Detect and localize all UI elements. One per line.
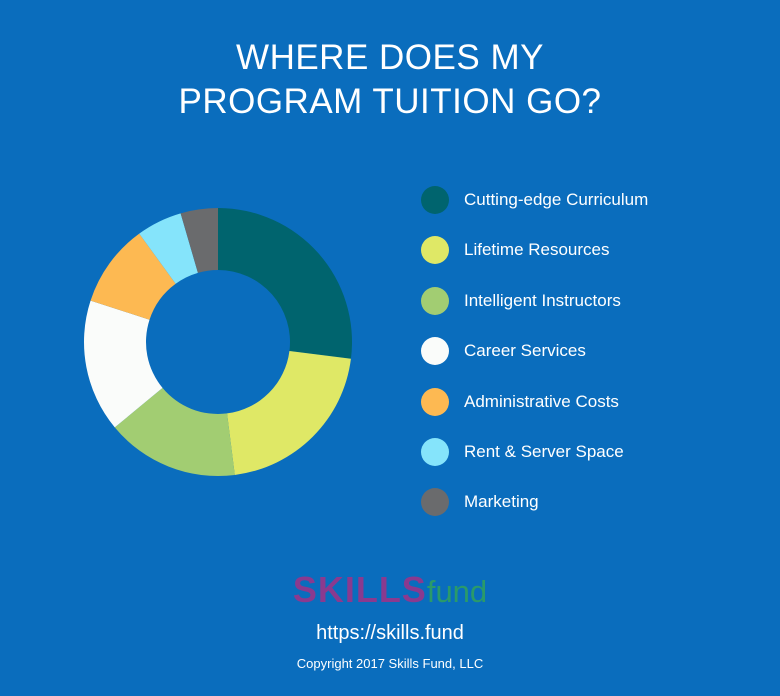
donut-chart — [84, 208, 352, 476]
legend-swatch — [421, 286, 449, 315]
website-url[interactable]: https://skills.fund — [316, 622, 464, 644]
donut-slice-1 — [218, 208, 352, 359]
legend-swatch — [421, 236, 449, 265]
legend-swatch — [421, 437, 449, 466]
logo-skills-text: SKILLS — [292, 569, 427, 610]
donut-slice-2 — [227, 351, 351, 475]
donut-slice-4 — [84, 300, 163, 428]
skills-fund-logo: SKILLSfund — [0, 568, 780, 614]
title-line-2: PROGRAM TUITION GO? — [178, 82, 602, 121]
legend-item: Lifetime Resources — [421, 236, 648, 265]
legend-item: Cutting-edge Curriculum — [421, 186, 648, 214]
legend-label: Cutting-edge Curriculum — [464, 190, 649, 209]
donut-slice-5 — [90, 233, 176, 320]
legend-item: Rent & Server Space — [421, 437, 648, 466]
legend-label: Marketing — [464, 492, 539, 512]
legend-label: Career Services — [464, 341, 586, 361]
legend-swatch — [421, 488, 449, 517]
donut-slice-6 — [139, 213, 198, 284]
legend-label: Administrative Costs — [464, 391, 619, 411]
donut-slice-3 — [114, 387, 235, 476]
legend-item: Intelligent Instructors — [421, 286, 648, 315]
legend-label: Lifetime Resources — [464, 240, 610, 260]
legend-swatch — [421, 186, 449, 214]
legend-swatch — [421, 387, 449, 416]
legend-label: Rent & Server Space — [464, 441, 624, 461]
legend-label: Intelligent Instructors — [464, 290, 621, 310]
logo-fund-text: fund — [426, 574, 488, 609]
legend-swatch — [421, 337, 449, 366]
legend-item: Administrative Costs — [421, 387, 648, 416]
title-line-1: WHERE DOES MY — [236, 38, 544, 77]
legend-item: Marketing — [421, 488, 648, 517]
page-title: WHERE DOES MY PROGRAM TUITION GO? — [0, 36, 780, 124]
chart-legend: Cutting-edge Curriculum Lifetime Resource… — [421, 186, 648, 539]
legend-item: Career Services — [421, 337, 648, 366]
copyright-notice: Copyright 2017 Skills Fund, LLC — [296, 656, 484, 671]
donut-slice-7 — [180, 208, 218, 273]
